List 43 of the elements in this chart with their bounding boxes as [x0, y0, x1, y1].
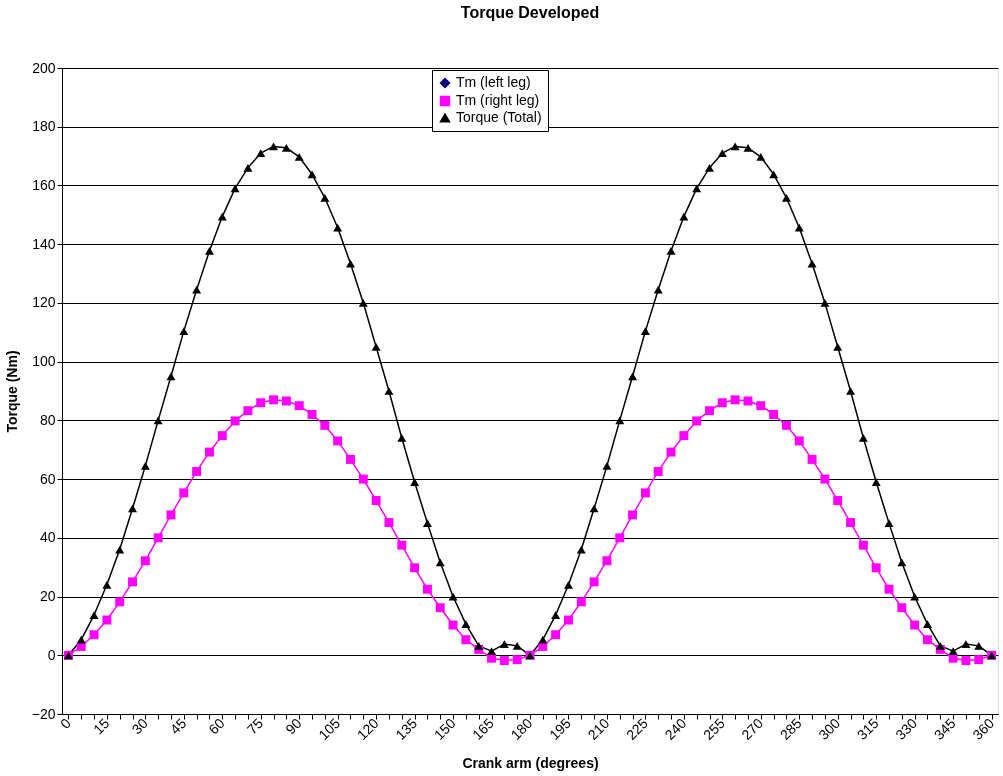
- x-tick-label: 150: [430, 714, 459, 743]
- y-tick-label: 80: [39, 411, 56, 428]
- x-tick-label: 75: [243, 714, 267, 738]
- x-tick-label: 315: [853, 714, 882, 743]
- x-tick-label: 210: [584, 714, 613, 743]
- y-tick-label: −20: [31, 705, 56, 722]
- x-tick-label: 330: [892, 714, 921, 743]
- x-tick-label: 345: [930, 714, 959, 743]
- x-tick-label: 240: [661, 714, 690, 743]
- x-tick-label: 225: [623, 714, 651, 743]
- y-axis-title: Torque (Nm): [3, 350, 20, 433]
- x-tick-label: 120: [353, 714, 382, 743]
- y-tick-label: 120: [32, 294, 56, 311]
- x-axis-title: Crank arm (degrees): [462, 754, 599, 771]
- legend-label: Tm (left leg): [456, 74, 531, 90]
- x-tick-label: 30: [128, 714, 151, 738]
- y-tick-label: 180: [32, 118, 56, 135]
- x-tick-label: 135: [392, 714, 421, 743]
- x-tick-label: 45: [166, 714, 190, 738]
- x-tick-label: 165: [469, 714, 498, 743]
- x-tick-label: 105: [315, 714, 344, 743]
- x-tick-label: 300: [815, 714, 844, 743]
- y-tick-label: 140: [32, 235, 56, 252]
- x-tick-label: 60: [205, 714, 228, 738]
- y-tick-label: 40: [39, 529, 56, 546]
- x-tick-label: 90: [282, 714, 305, 738]
- x-tick-label: 255: [699, 714, 728, 743]
- y-tick-label: 20: [39, 588, 56, 605]
- legend-label: Tm (right leg): [456, 92, 540, 108]
- x-tick-label: 270: [738, 714, 767, 743]
- y-tick-label: 160: [32, 176, 56, 193]
- chart-title: Torque Developed: [460, 4, 600, 21]
- x-tick-label: 0: [57, 714, 74, 732]
- y-tick-label: 200: [32, 59, 56, 76]
- x-tick-label: 180: [507, 714, 536, 743]
- y-tick-label: 0: [47, 646, 56, 663]
- x-tick-label: 195: [546, 714, 575, 743]
- y-tick-label: 100: [32, 353, 56, 370]
- x-tick-label: 360: [969, 714, 998, 743]
- x-tick-label: 15: [90, 714, 113, 738]
- y-tick-label: 60: [39, 470, 56, 487]
- x-tick-label: 285: [776, 714, 805, 743]
- legend-label: Torque (Total): [456, 109, 542, 125]
